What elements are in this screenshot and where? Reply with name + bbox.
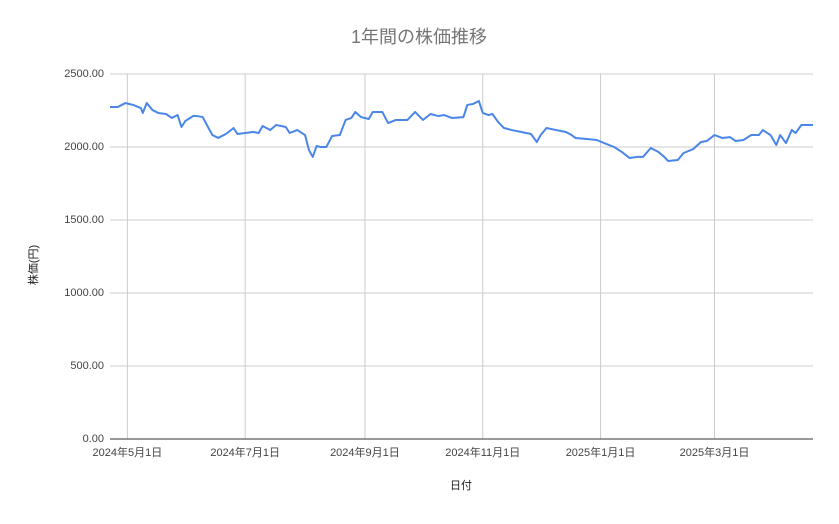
y-axis-label: 株価(円) xyxy=(26,245,40,285)
x-tick-label: 2024年7月1日 xyxy=(210,445,280,459)
y-tick-label: 1000.00 xyxy=(64,287,104,299)
y-tick-label: 1500.00 xyxy=(64,214,104,226)
x-tick-label: 2025年1月1日 xyxy=(566,445,636,459)
x-tick-label: 2025年3月1日 xyxy=(680,445,750,459)
x-axis-label: 日付 xyxy=(450,479,472,492)
x-tick-label: 2024年11月1日 xyxy=(445,445,520,459)
x-tick-label: 2024年9月1日 xyxy=(330,445,400,459)
price-line xyxy=(110,100,813,163)
y-tick-label: 2500.00 xyxy=(64,68,104,80)
chart-title: 1年間の株価推移 xyxy=(351,27,487,47)
y-tick-label: 0.00 xyxy=(83,433,104,445)
y-tick-label: 500.00 xyxy=(70,360,104,372)
x-tick-label: 2024年5月1日 xyxy=(93,445,163,459)
y-tick-label: 2000.00 xyxy=(64,141,104,153)
